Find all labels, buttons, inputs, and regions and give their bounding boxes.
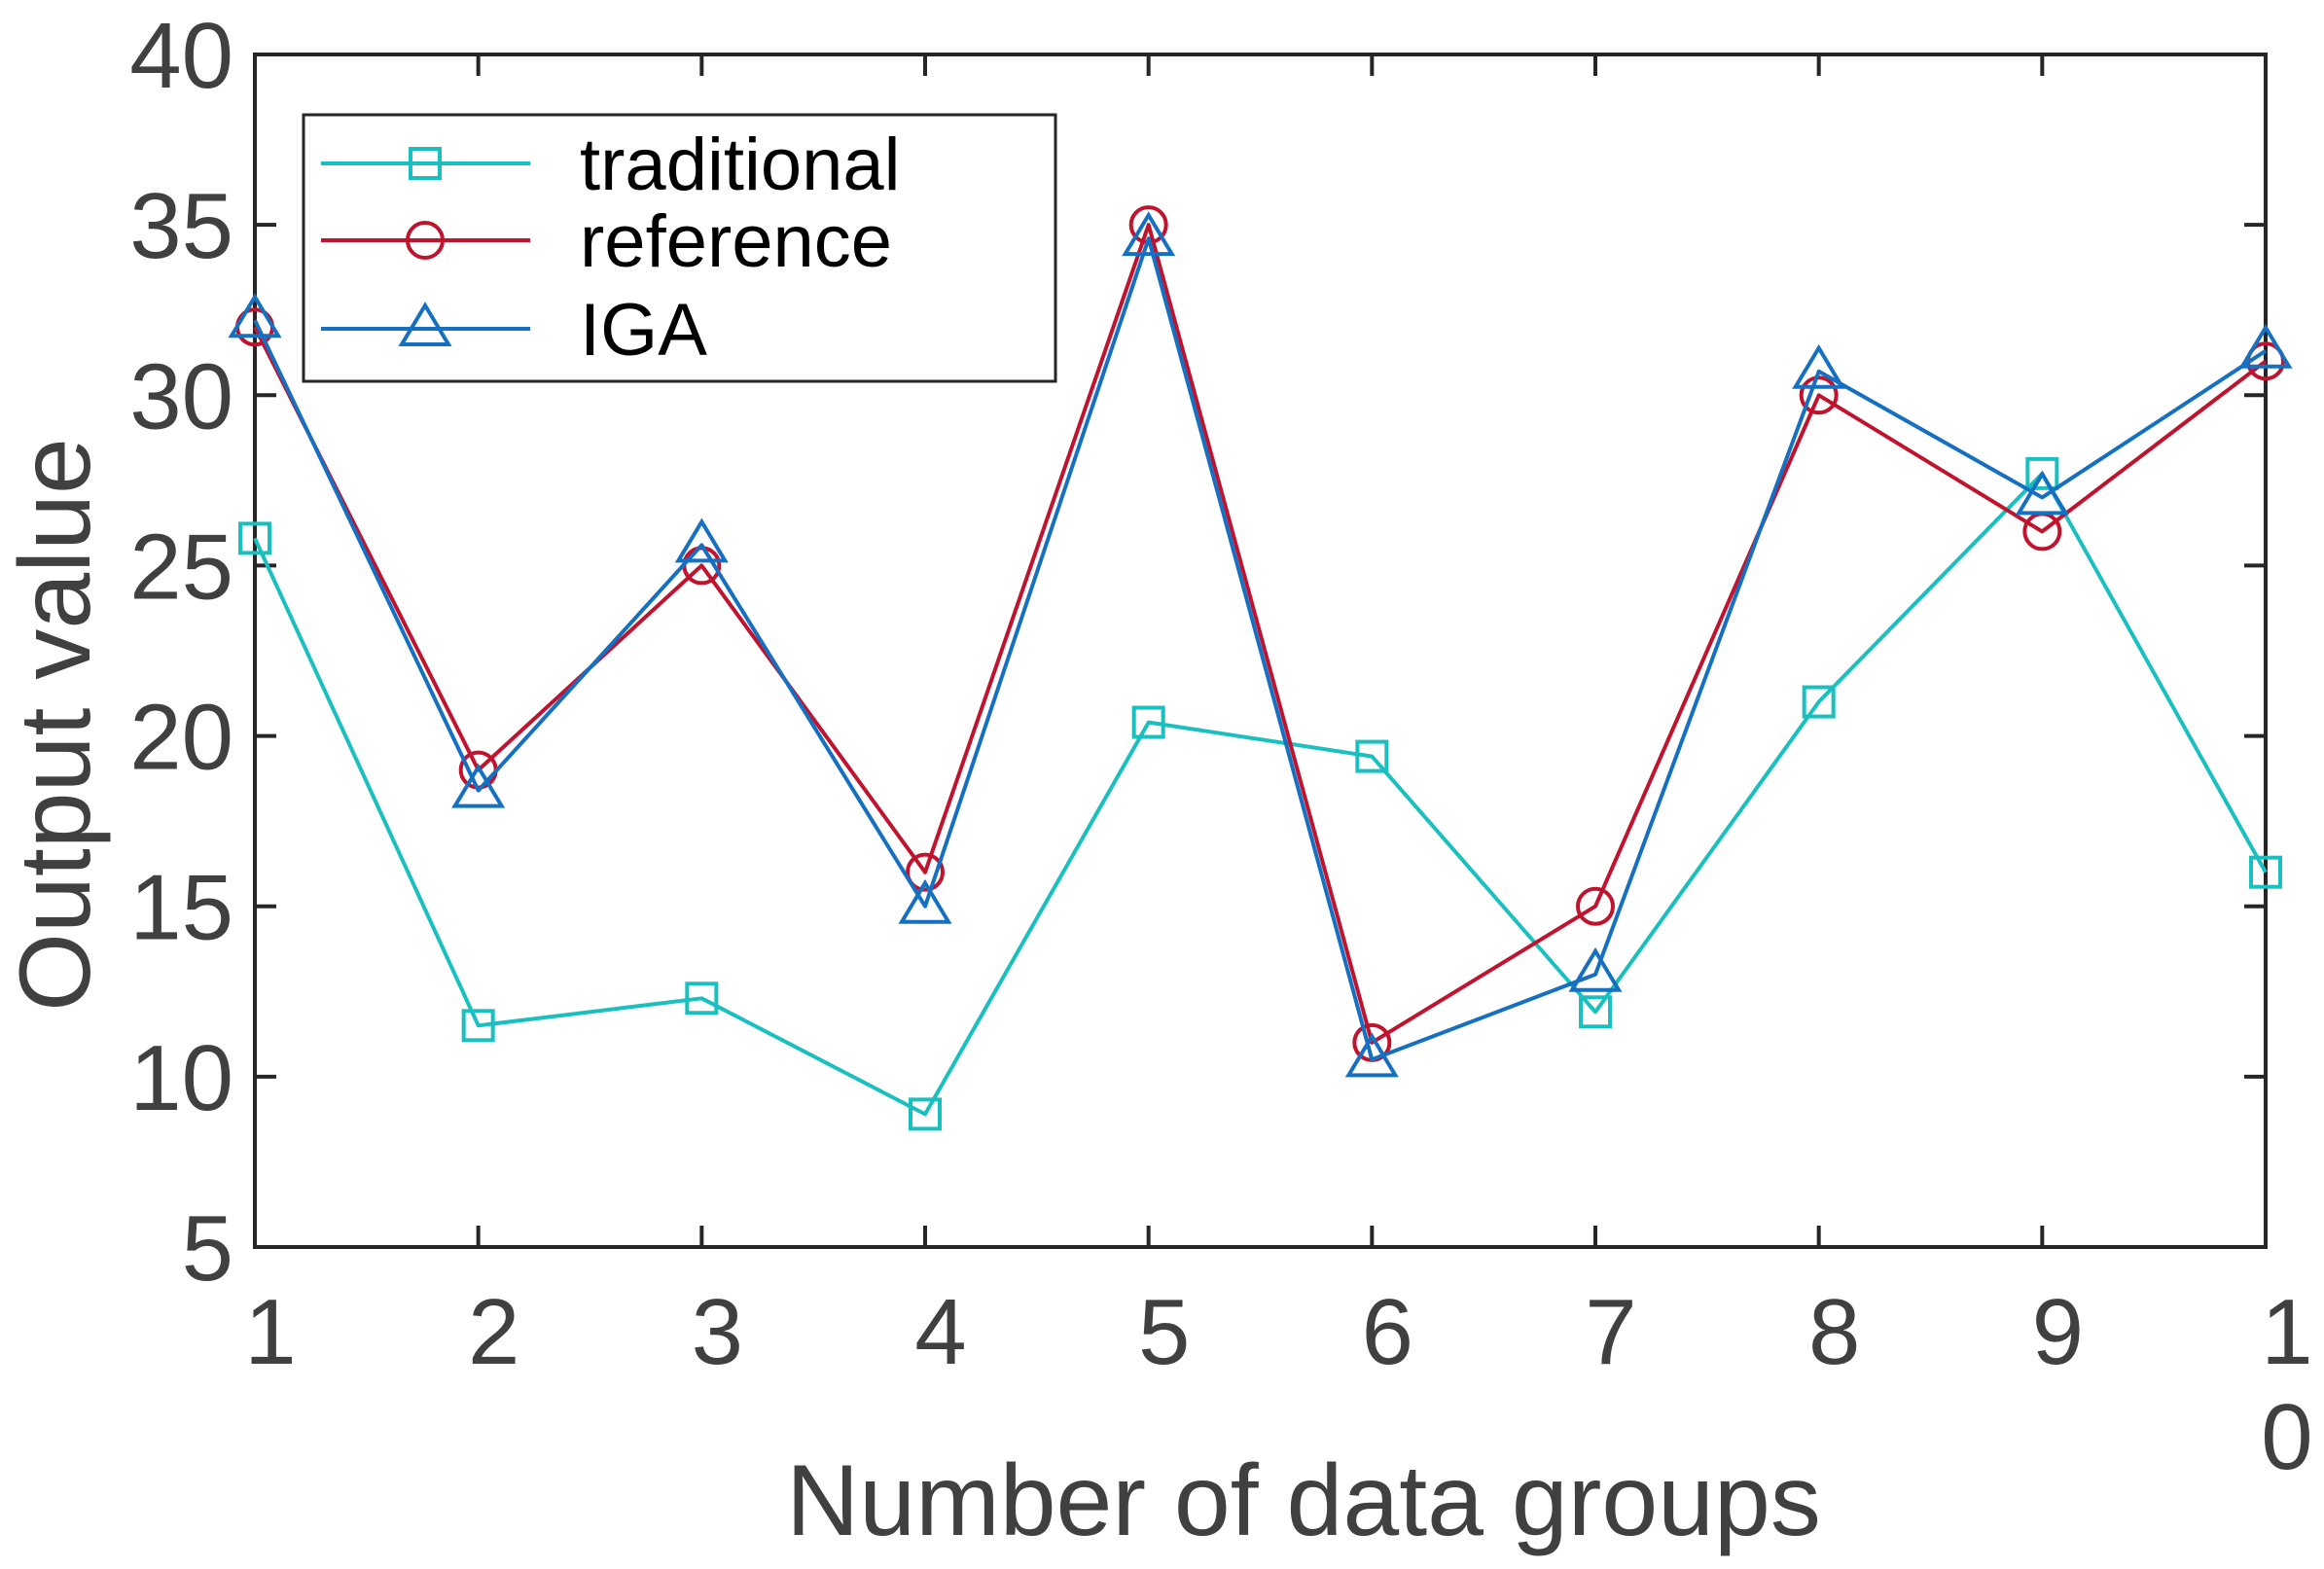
data-point xyxy=(228,293,282,339)
x-tick-label-line: 0 xyxy=(2261,1385,2312,1489)
legend-label: reference xyxy=(580,200,892,283)
data-point xyxy=(674,517,729,563)
data-point xyxy=(1355,739,1389,773)
data-point xyxy=(1799,375,1839,415)
x-tick-label: 5 xyxy=(1138,1280,1190,1384)
x-tick-label: 8 xyxy=(1808,1280,1860,1384)
data-point xyxy=(898,878,952,924)
x-tick-label-line: 1 xyxy=(2261,1280,2312,1384)
data-point xyxy=(1802,685,1836,719)
y-tick-label: 35 xyxy=(129,174,233,278)
legend-label: IGA xyxy=(580,289,707,372)
series-layer xyxy=(228,205,2293,1131)
data-point xyxy=(1579,995,1612,1029)
data-point xyxy=(2238,323,2293,369)
legend-box xyxy=(302,113,1057,383)
x-tick-label: 9 xyxy=(2032,1280,2084,1384)
legend-marker xyxy=(409,147,442,180)
data-point xyxy=(2015,470,2069,516)
y-tick-label: 30 xyxy=(129,344,233,448)
x-tick-label: 2 xyxy=(468,1280,519,1384)
data-point xyxy=(1131,705,1165,739)
x-tick-label: 3 xyxy=(692,1280,743,1384)
y-tick-label: 15 xyxy=(129,856,233,960)
data-point xyxy=(461,1009,495,1043)
legend-entry-traditional: traditional xyxy=(321,124,901,206)
y-tick-label: 10 xyxy=(129,1026,233,1130)
y-tick-label: 25 xyxy=(129,515,233,619)
x-axis-title: Number of data groups xyxy=(786,1444,1821,1557)
data-point xyxy=(2025,456,2059,490)
data-point xyxy=(1576,886,1615,926)
data-point xyxy=(1792,343,1846,389)
y-tick-label: 40 xyxy=(129,4,233,108)
x-tick-label: 4 xyxy=(914,1280,966,1384)
data-point xyxy=(906,852,945,892)
data-point xyxy=(685,981,719,1016)
legend-entry-reference: reference xyxy=(321,200,892,283)
legend-label: traditional xyxy=(580,124,901,206)
data-point xyxy=(1344,1032,1399,1078)
data-point xyxy=(238,521,271,555)
legend-marker xyxy=(398,302,452,346)
series-line xyxy=(253,471,2268,1117)
series-traditional xyxy=(238,456,2282,1131)
data-point xyxy=(1122,211,1176,257)
data-point xyxy=(451,763,506,808)
series-line xyxy=(253,236,2268,1062)
legend-entry-iga: IGA xyxy=(321,289,707,372)
data-point xyxy=(909,1097,942,1131)
x-tick-label: 6 xyxy=(1362,1280,1413,1384)
data-point xyxy=(1568,946,1623,992)
series-iga xyxy=(228,211,2293,1078)
data-point xyxy=(2249,855,2282,889)
y-tick-label: 5 xyxy=(182,1196,233,1301)
x-tick-label: 1 xyxy=(244,1280,296,1384)
y-tick-label: 20 xyxy=(129,686,233,790)
legend-marker xyxy=(406,221,445,260)
x-tick-label: 7 xyxy=(1585,1280,1636,1384)
y-axis-title: Output value xyxy=(0,438,112,1012)
